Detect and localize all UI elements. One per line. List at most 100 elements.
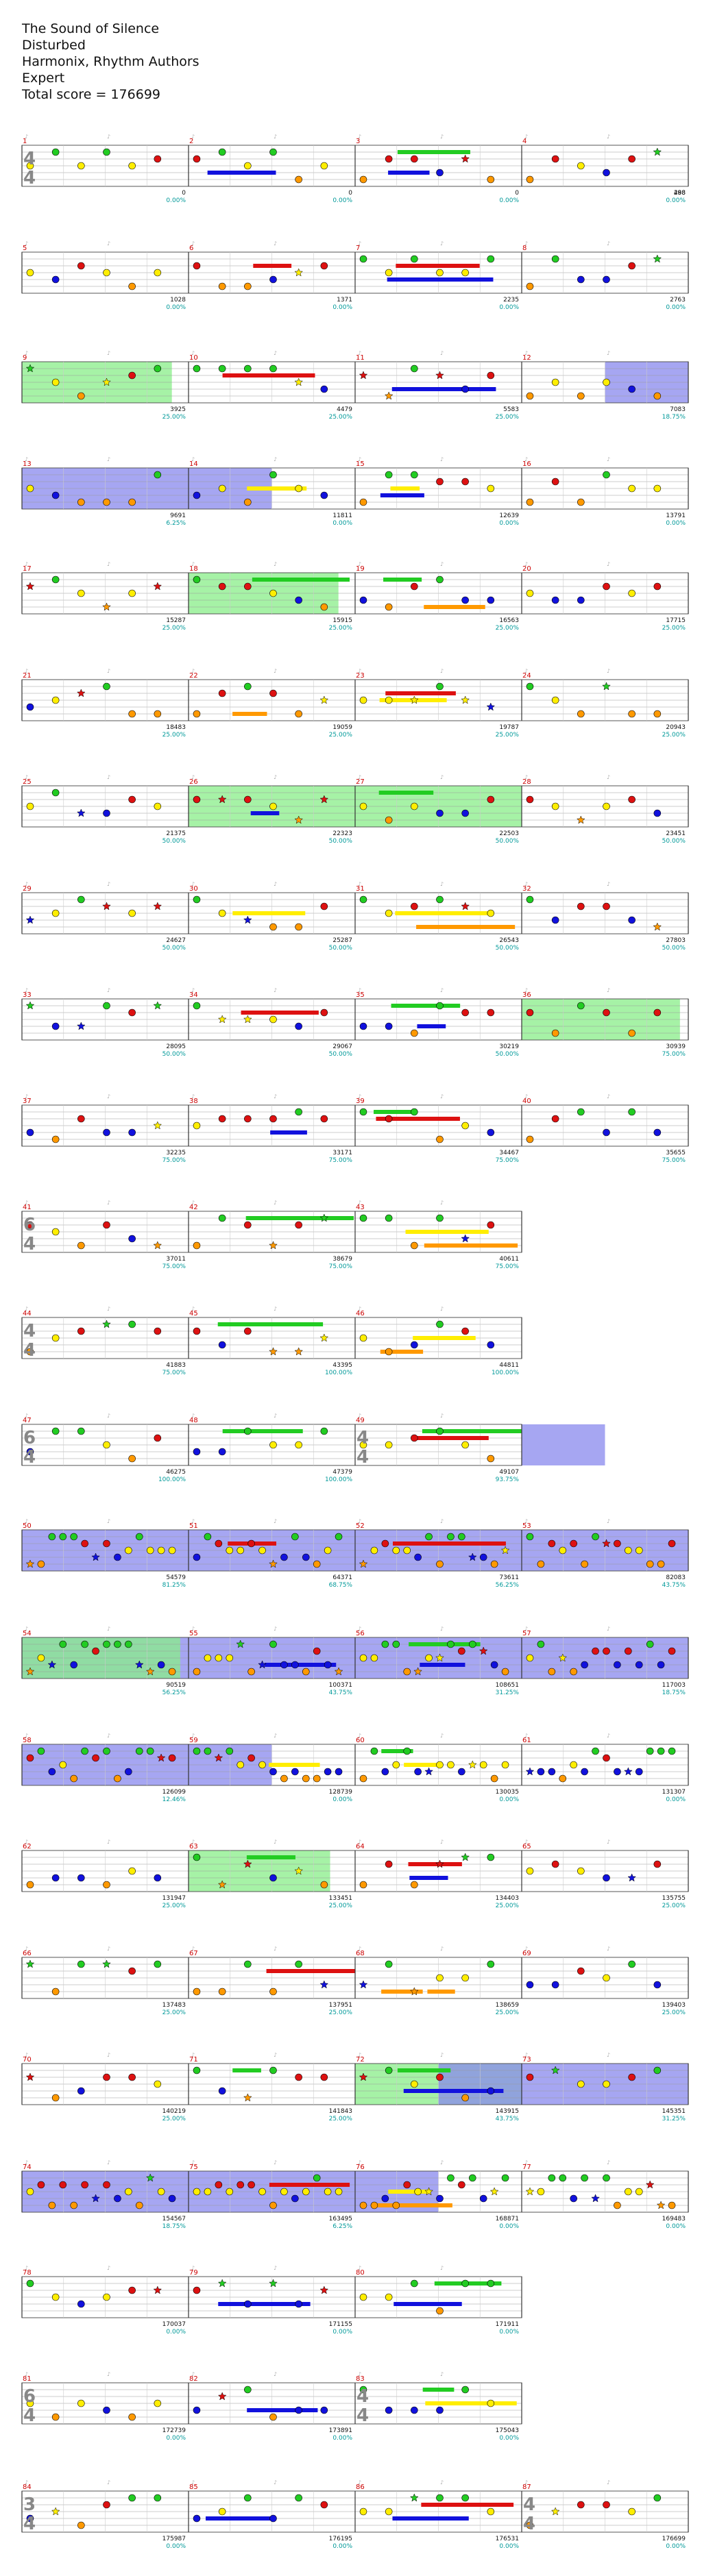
note-gem [154,2494,162,2502]
measure-score: 134403 [496,1895,519,1902]
note-gem [154,1327,162,1335]
note-gem [128,1867,136,1875]
note-gem [487,2399,495,2407]
note-gem [295,2300,302,2308]
measure-number: 3 [356,138,360,145]
note-gem [128,2494,136,2502]
bpm-marker-icon: ♪ [607,2052,610,2058]
sustain-tail [222,1429,303,1433]
note-gem [81,2181,88,2189]
note-gem [320,1881,328,1889]
bpm-marker-icon: ♪ [274,134,277,140]
note-gem [614,2201,621,2209]
note-gem [461,1974,469,1982]
bpm-marker-icon: ♪ [524,2052,528,2058]
note-gem [614,1539,621,1548]
note-gem [436,1214,444,1222]
note-gem [218,909,226,917]
bpm-marker-icon: ♪ [607,881,610,887]
sustain-tail [232,911,306,915]
note-gem [335,1768,343,1776]
note-gem [218,148,226,156]
note-gem [359,2507,367,2516]
note-gem [70,1774,78,1783]
note-gem [577,2080,585,2088]
sustain-tail [421,2503,514,2507]
note-gem [487,1853,495,1861]
note-gem [128,1008,136,1017]
note-gem [425,1654,433,1662]
note-gem [577,710,585,718]
measure-number: 16 [522,460,531,468]
note-gem [244,1960,252,1968]
chart-row: ♪ ♪ ♪ ♪ ♪ ♪ ♪ ♪1396916.25%14118110.00%15126390.… [21,456,689,527]
note-gem [385,155,393,163]
note-gem [668,2201,676,2209]
note-gem [458,1768,465,1776]
measure-number: 8 [522,245,526,252]
note-gem [320,2406,328,2414]
note-gem [77,2521,85,2529]
bpm-marker-icon: ♪ [274,1518,277,1524]
measure-number: 71 [189,2056,198,2064]
bpm-marker-icon: ♪ [25,2371,28,2377]
measure-number: 17 [23,565,32,573]
star-note [319,2286,329,2294]
note-gem [154,155,162,163]
measure-number: 37 [23,1098,32,1105]
overdrive-percent: 75.00% [662,1157,686,1164]
note-gem [51,148,60,156]
chart-row: ♪ ♪ ♪ ♪ ♪ ♪811727390.00%821738910.00%83175043… [21,2371,522,2442]
measure-number: 11 [356,354,365,362]
overdrive-percent: 25.00% [329,2009,353,2016]
note-gem [548,1768,556,1776]
bpm-marker-icon: ♪ [607,1733,610,1739]
sustain-tail [247,2408,318,2412]
overdrive-percent: 50.00% [662,945,686,952]
sustain-tail [404,1541,506,1546]
time-signature: 6 [23,1215,36,1235]
overdrive-percent: 50.00% [329,838,353,845]
measure-score: 135755 [662,1895,686,1902]
note-gem [487,484,495,493]
note-gem [436,1974,444,1982]
bpm-marker-icon: ♪ [524,2479,528,2486]
note-gem [577,1967,585,1975]
sustain-tail [391,791,428,795]
note-gem [77,2399,85,2407]
bpm-marker-icon: ♪ [274,1946,277,1952]
note-gem [359,1654,367,1662]
measure-score: 2763 [670,297,686,304]
measure-score: 33171 [332,1150,352,1156]
bpm-marker-icon: ♪ [107,774,110,780]
measure-score: 176531 [496,2536,519,2542]
measure-score: 173891 [329,2427,352,2434]
sustain-tail [395,911,488,915]
sustain-tail [397,2068,451,2072]
note-gem [193,1853,201,1861]
measure-number: 35 [356,991,365,999]
note-gem [653,1981,662,1989]
star-note [145,2173,155,2182]
note-gem [269,1768,277,1776]
bpm-marker-icon: ♪ [191,1518,195,1524]
note-gem [77,1960,85,1968]
star-note [500,1546,510,1555]
bpm-marker-icon: ♪ [107,1946,110,1952]
bpm-marker-icon: ♪ [440,1839,444,1845]
overdrive-percent: 25.00% [162,414,186,421]
note-gem [51,1334,60,1342]
note-gem [436,478,444,486]
star-note [153,1241,162,1250]
note-gem [269,689,277,697]
bpm-marker-icon: ♪ [274,2159,277,2166]
note-gem [461,385,469,393]
note-gem [653,582,662,591]
star-note [409,695,419,704]
star-note [413,1667,422,1676]
note-gem [125,1546,132,1555]
measure-number: 80 [356,2269,365,2277]
note-gem [103,2293,110,2301]
overdrive-percent: 75.00% [162,1263,186,1270]
star-note [156,1753,166,1762]
